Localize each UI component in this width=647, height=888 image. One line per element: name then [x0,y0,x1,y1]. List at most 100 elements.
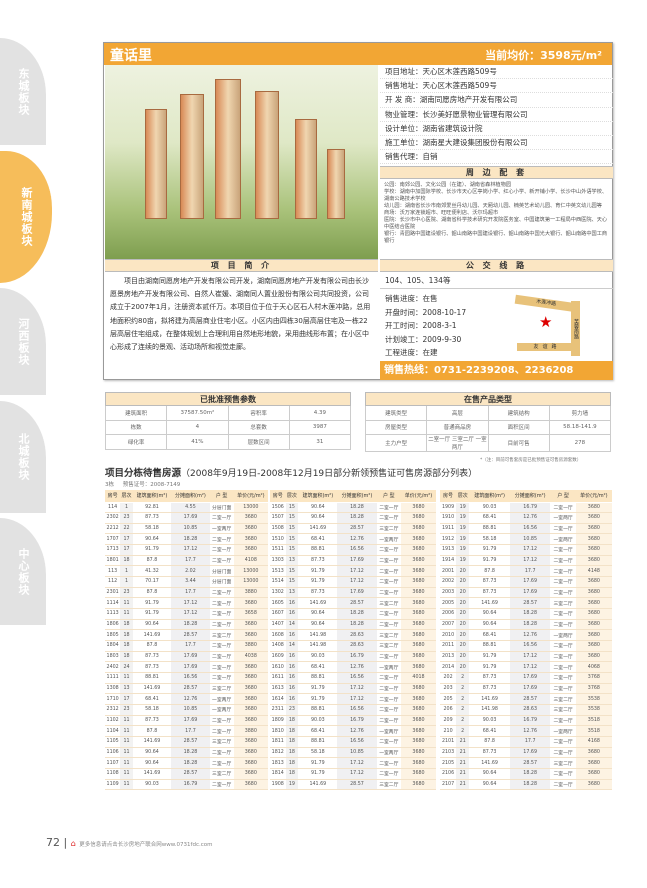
table-cell: 12.76 [337,725,377,737]
sidebar-item-center[interactable]: 中心板块 [0,515,46,625]
column-header: 房号 [440,490,457,503]
params-row: 栋数 4 总套数 3987 [104,419,352,435]
table-cell: 87.73 [469,747,510,759]
table-cell: 210 [440,725,457,737]
intro-section: 项 目 简 介 项目由湖南同愿房地产开发有限公司开发，湖南同愿房地产开发有限公司… [105,259,378,357]
table-cell: 17 [120,693,133,705]
table-cell: 21 [456,757,470,769]
surrounding-shopping: 商场：沃万家连锁超市、旺旺便利店、沃尔玛超市 [384,210,499,217]
table-cell: 90.03 [132,779,172,791]
unit-row: 2402 24 87.73 17.69 二室一厅 3680 [105,661,268,673]
table-cell: 3680 [233,597,268,610]
surrounding-hospitals: 医院：长沙市中心医院、湖南省科学技术研究开发院医务室、中国建筑第一工程局中西医院… [384,217,608,231]
table-cell: 18 [120,651,133,663]
table-cell: 2302 [105,512,121,524]
table-cell: 16.56 [509,640,551,652]
table-cell: 17.7 [509,565,551,578]
table-cell: 113 [105,565,121,578]
table-cell: 20 [456,629,470,642]
table-cell: 209 [440,715,457,727]
unit-row: 1707 17 90.64 18.28 二室一厅 3680 [105,533,268,546]
table-cell: 二室一厅 [550,587,576,599]
table-cell: 20 [456,576,470,588]
table-cell: 87.73 [469,587,510,599]
table-cell: 3680 [401,629,436,642]
params-row: 建筑面积 37587.50m² 容积率 4.39 [104,405,352,421]
table-cell: 3680 [233,544,268,556]
table-cell: 22 [120,523,133,535]
table-cell: 2013 [440,651,457,663]
table-cell: 91.79 [298,683,338,695]
table-cell: 3680 [401,683,436,695]
table-cell: 3680 [401,661,436,673]
table-cell: 二室一厅 [550,565,576,578]
surroundings-heading: 周 边 配 套 [380,166,613,180]
sidebar-item-east[interactable]: 东城板块 [0,35,46,145]
footnote: *（注：目前可售套房是已批预售证可售房源套数） [480,458,582,463]
table-cell: 一室两厅 [376,747,401,759]
table-cell: 3680 [233,512,268,524]
table-cell: 1506 [270,502,286,514]
table-cell: 3680 [401,651,436,663]
table-cell: 3680 [233,533,268,546]
table-cell: 二室一厅 [209,587,234,599]
table-cell: 15 [285,565,299,578]
table-cell: 10.85 [509,533,551,546]
table-cell: 3680 [401,640,436,652]
table-cell: 1107 [105,757,121,769]
table-cell: 91.79 [298,565,338,578]
table-cell: 18.28 [337,512,377,524]
table-cell: 2 [456,693,470,705]
sidebar-item-hexi[interactable]: 河西板块 [0,285,46,395]
listing-title: 项目分栋待售房源（2008年9月19日-2008年12月19日部分新领预售证可售… [105,465,477,479]
table-cell: 3680 [233,661,268,673]
unit-row: 1805 18 141.69 28.57 三室二厅 3680 [105,629,268,642]
table-cell: 16.79 [509,715,551,727]
project-card: 童话里 当前均价：3598元/m² 项目地址：天心区木莲西路509号 销售地址：… [103,42,613,380]
table-cell: 3680 [401,747,436,759]
table-cell: 二室一厅 [550,715,576,727]
unit-row: 210 2 68.41 12.76 一室两厅 3518 [440,725,612,737]
opening-date: 开盘时间：2008-10-17 [385,307,467,317]
sidebar-item-new-south[interactable]: 新南城板块 [0,148,52,283]
table-cell: 11 [120,747,133,759]
table-cell: 3680 [401,565,436,578]
table-cell: 58.18 [469,533,510,546]
unit-row: 2002 20 87.73 17.69 二室一厅 3680 [440,576,612,588]
table-cell: 17.12 [509,544,551,556]
table-cell: 91.79 [298,757,338,769]
table-cell: 3680 [401,587,436,599]
unit-row: 1614 16 91.79 17.12 二室一厅 3680 [270,693,436,705]
table-cell: 二室一厅 [209,619,234,631]
table-cell: 二室一厅 [376,512,401,524]
table-cell: 2 [456,683,470,695]
table-cell: 3518 [575,715,612,727]
unit-row: 1912 19 58.18 10.85 一室两厅 3680 [440,533,612,546]
table-header-row: 房号 层次 建筑面积(m²) 分摊面积(m²) 户 型单价(元/m²) [270,490,436,503]
units-table-2: 房号 层次 建筑面积(m²) 分摊面积(m²) 户 型单价(元/m²) 1506 15 90.… [270,490,436,791]
table-cell: 90.64 [132,757,172,769]
table-cell: 二室一厅 [550,672,576,684]
table-cell: 三室二厅 [550,704,576,716]
table-cell: 18 [120,629,133,642]
table-cell: 87.73 [469,576,510,588]
table-cell: 3680 [401,502,436,514]
table-cell: 1811 [270,736,286,748]
table-cell: 16.56 [337,736,377,748]
table-cell: 91.79 [298,768,338,780]
table-cell: 2107 [440,779,457,791]
table-cell: 建筑面积 [104,405,168,421]
table-cell: 二室一厅 [376,715,401,727]
table-cell: 二室一厅 三室二厅 一室两厅 [426,434,489,452]
table-cell: 16.56 [171,672,210,684]
table-cell: 3680 [401,523,436,535]
table-cell: 90.03 [469,715,510,727]
road-youyi: 友谊路 [517,343,577,351]
table-cell: 4108 [233,555,268,567]
table-cell: 10.85 [337,747,377,759]
unit-row: 1801 18 87.8 17.7 二室一厅 4108 [105,555,268,567]
table-cell: 17.12 [509,661,551,673]
sidebar-item-north[interactable]: 北城板块 [0,398,46,513]
table-cell: 2002 [440,576,457,588]
table-cell: 18.28 [171,747,210,759]
